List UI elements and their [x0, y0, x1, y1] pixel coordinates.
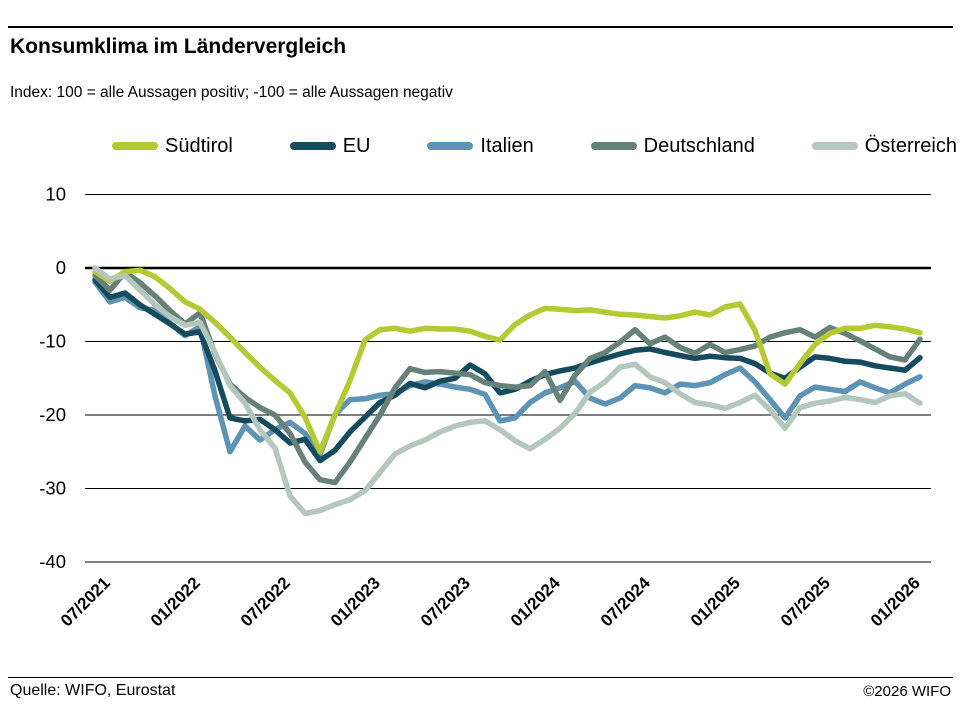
- legend-item-3: Italien: [427, 134, 534, 158]
- top-divider: [8, 26, 953, 28]
- y-tick-label: 10: [45, 184, 66, 205]
- series-line-eu: [92, 277, 923, 464]
- source-note: Quelle: WIFO, Eurostat: [10, 682, 176, 699]
- page-title: Konsumklima im Ländervergleich: [10, 35, 347, 58]
- y-tick-label: -10: [39, 331, 66, 352]
- x-tick-label: 01/2022: [147, 573, 204, 630]
- x-tick-label: 01/2025: [687, 573, 744, 630]
- legend-label: EU: [342, 134, 371, 157]
- legend-item-1: Südtirol: [112, 135, 233, 158]
- chart-subtitle: Index: 100 = alle Aussagen positiv; -100…: [10, 84, 453, 101]
- copyright-note: ©2026 WIFO: [863, 683, 951, 700]
- x-tick-label: 01/2026: [867, 573, 924, 630]
- y-tick-label: -20: [39, 404, 66, 425]
- legend-item-2: EU: [289, 134, 371, 158]
- series-line-oesterreich: [92, 265, 923, 517]
- x-tick-label: 07/2021: [57, 573, 114, 630]
- y-tick-label: 0: [56, 257, 66, 278]
- x-tick-label: 07/2022: [237, 573, 294, 630]
- y-tick-label: -30: [39, 478, 66, 499]
- footer-divider: [8, 677, 953, 678]
- legend-label: Italien: [480, 134, 534, 157]
- legend-label: Österreich: [864, 134, 957, 157]
- x-tick-label: 01/2023: [327, 573, 384, 630]
- legend-swatch: [427, 142, 474, 150]
- legend-label: Südtirol: [165, 134, 233, 157]
- legend-swatch: [811, 142, 858, 150]
- legend-swatch: [289, 142, 336, 150]
- legend-swatch: [112, 142, 158, 150]
- legend-item-4: Deutschland: [590, 134, 755, 158]
- series-line-suedtirol: [92, 267, 923, 455]
- chart-legend: Südtirol EU Italien Deutschland Österreich: [112, 131, 957, 161]
- legend-swatch: [590, 142, 637, 150]
- x-tick-label: 07/2024: [597, 573, 654, 630]
- x-tick-label: 01/2024: [507, 573, 564, 630]
- series-line-italien: [92, 279, 923, 458]
- legend-label: Deutschland: [643, 134, 755, 157]
- y-tick-label: -40: [39, 551, 66, 572]
- legend-item-5: Österreich: [811, 134, 957, 158]
- x-tick-label: 07/2023: [417, 573, 474, 630]
- x-tick-label: 07/2025: [777, 573, 834, 630]
